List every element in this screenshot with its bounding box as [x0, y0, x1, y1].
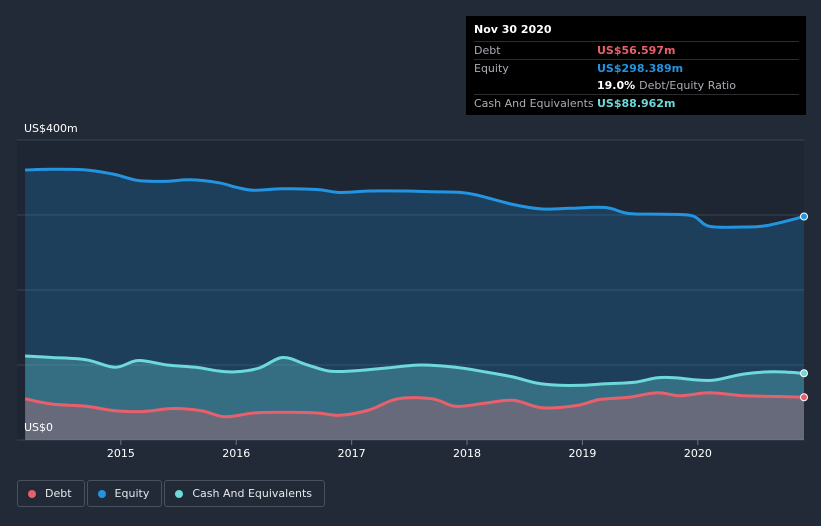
tooltip-cash-value: US$88.962m [597, 97, 676, 110]
tooltip-row-equity: Equity US$298.389m [474, 59, 799, 77]
legend-item-debt[interactable]: Debt [17, 480, 85, 507]
equity-line [25, 167, 805, 229]
legend-equity-dot-icon [97, 489, 106, 498]
legend-item-cash[interactable]: Cash And Equivalents [164, 480, 325, 507]
tooltip-row-cash: Cash And Equivalents US$88.962m [474, 94, 799, 112]
tooltip-panel: Nov 30 2020 Debt US$56.597m Equity US$29… [466, 16, 806, 115]
tooltip-equity-value: US$298.389m [597, 62, 684, 75]
tooltip-ratio-value: 19.0% [597, 79, 636, 92]
x-tick-label-2019: 2019 [568, 447, 596, 460]
tooltip-debt-label: Debt [474, 44, 501, 57]
legend-cash-dot-icon [175, 489, 184, 498]
debt-area [25, 392, 805, 440]
debt-line [24, 391, 805, 419]
debt-endpoint [800, 393, 808, 402]
legend-equity-label: Equity [114, 487, 150, 500]
tooltip-debt-value: US$56.597m [597, 44, 676, 57]
series-lines [24, 167, 805, 419]
tooltip-row-ratio: 19.0% Debt/Equity Ratio [474, 77, 799, 94]
tooltip-cash-label: Cash And Equivalents [474, 97, 594, 110]
x-tick-label-2015: 2015 [107, 447, 135, 460]
cash-and-equivalents-line [24, 354, 805, 387]
series-endpoints [800, 212, 808, 402]
y-axis-label-top: US$400m [24, 122, 78, 135]
x-tick-label-2016: 2016 [222, 447, 250, 460]
x-tick-label-2017: 2017 [338, 447, 366, 460]
legend-item-equity[interactable]: Equity [86, 480, 163, 507]
y-axis-label-bottom: US$0 [24, 421, 54, 434]
equity-endpoint [800, 212, 808, 221]
cash-and-equivalents-endpoint [800, 369, 808, 378]
legend-cash-label: Cash And Equivalents [192, 487, 312, 500]
chart-legend: Debt Equity Cash And Equivalents [17, 480, 327, 507]
tooltip-equity-label: Equity [474, 62, 509, 75]
tooltip-date: Nov 30 2020 [474, 23, 552, 36]
x-tick-label-2018: 2018 [453, 447, 481, 460]
legend-debt-dot-icon [28, 489, 36, 498]
legend-debt-label: Debt [45, 487, 72, 500]
tooltip-row-debt: Debt US$56.597m [474, 41, 799, 59]
x-axis-ticks: 2015 2016 2017 2018 2019 2020 [107, 440, 712, 460]
tooltip-ratio-label: Debt/Equity Ratio [639, 79, 736, 92]
x-tick-label-2020: 2020 [684, 447, 712, 460]
